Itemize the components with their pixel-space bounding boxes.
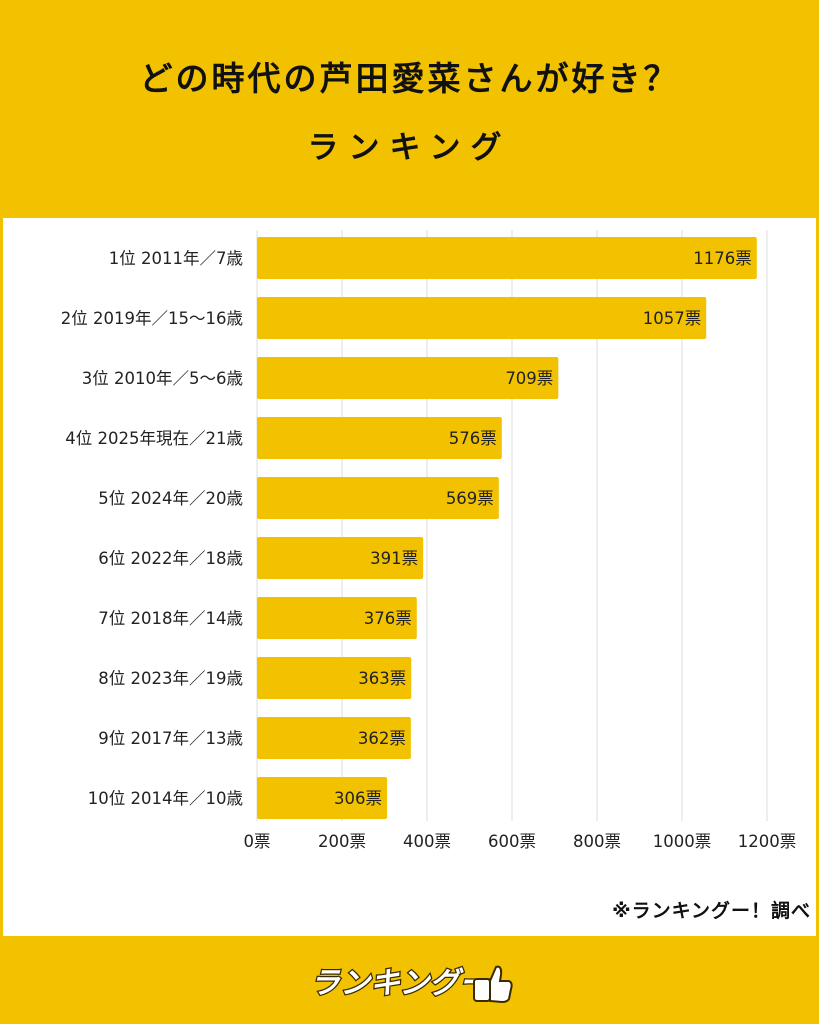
x-tick-label: 0票 [244, 832, 271, 851]
source-note: ※ランキングー！調べ [612, 900, 811, 922]
category-label: 5位 2024年／20歳 [98, 489, 243, 508]
bar [257, 597, 417, 639]
bar-chart: 1位 2011年／7歳 1176票 2位 2019年／15〜16歳 1057票 3位 2… [61, 230, 797, 851]
bar [257, 657, 412, 699]
data-label: 363票 [358, 669, 406, 688]
data-label: 391票 [370, 549, 418, 568]
chart-title-line1: どの時代の芦田愛菜さんが好き？ [139, 59, 680, 98]
category-label: 1位 2011年／7歳 [109, 249, 243, 268]
data-label: 709票 [505, 369, 553, 388]
logo-text: ランキングー! [310, 966, 503, 1001]
x-tick-label: 800票 [573, 832, 621, 851]
data-label: 576票 [449, 429, 497, 448]
bar [257, 417, 502, 459]
x-tick-label: 1200票 [738, 832, 797, 851]
site-logo: ランキングー! [309, 965, 513, 1004]
category-label: 2位 2019年／15〜16歳 [61, 309, 243, 328]
bar [257, 477, 499, 519]
category-label: 4位 2025年現在／21歳 [65, 429, 243, 448]
category-label: 8位 2023年／19歳 [98, 669, 243, 688]
x-tick-label: 600票 [488, 832, 536, 851]
category-label: 3位 2010年／5〜6歳 [82, 369, 243, 388]
bar [257, 297, 707, 339]
category-label: 6位 2022年／18歳 [98, 549, 243, 568]
x-tick-label: 1000票 [653, 832, 712, 851]
bar [257, 537, 424, 579]
category-label: 10位 2014年／10歳 [88, 789, 243, 808]
data-label: 1057票 [643, 309, 702, 328]
bar [257, 777, 388, 819]
chart-title-line2: ランキング [307, 130, 512, 166]
chart-panel: 1位 2011年／7歳 1176票 2位 2019年／15〜16歳 1057票 3位 2… [3, 218, 816, 936]
data-label: 362票 [358, 729, 406, 748]
category-label: 7位 2018年／14歳 [98, 609, 243, 628]
x-tick-label: 200票 [318, 832, 366, 851]
category-label: 9位 2017年／13歳 [98, 729, 243, 748]
data-label: 1176票 [693, 249, 752, 268]
bar [257, 237, 757, 279]
data-label: 306票 [334, 789, 382, 808]
bar [257, 357, 559, 399]
data-label: 569票 [446, 489, 494, 508]
thumbs-up-icon [473, 965, 513, 1004]
x-tick-label: 400票 [403, 832, 451, 851]
data-label: 376票 [364, 609, 412, 628]
bar [257, 717, 411, 759]
